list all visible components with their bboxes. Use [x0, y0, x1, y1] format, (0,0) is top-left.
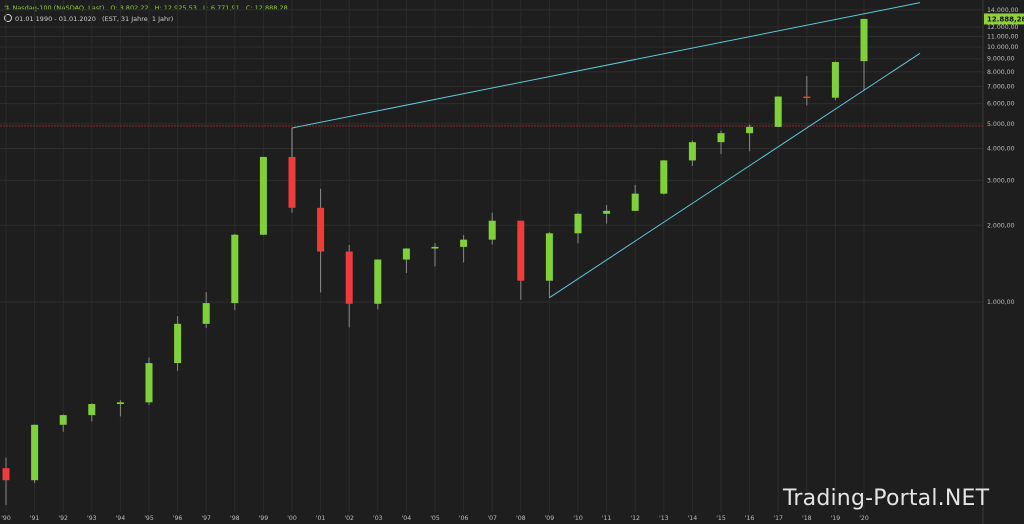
x-tick-label: '06 [459, 515, 469, 522]
y-tick-label: 6.000,00 [987, 101, 1015, 108]
candle-body [174, 323, 182, 364]
candle-body [631, 193, 639, 211]
watermark: Trading-Portal.NET [783, 486, 990, 511]
x-tick-label: '95 [144, 515, 154, 522]
x-tick-label: '94 [116, 515, 126, 522]
candle-body [460, 239, 468, 247]
x-tick-label: '04 [402, 515, 412, 522]
instrument-icon: ⇅ [4, 4, 10, 12]
candle-body [202, 303, 210, 324]
trendline [549, 52, 921, 299]
close-value: C: 12.888,28 [245, 4, 288, 12]
last-price-label: 12.888,28 [987, 15, 1024, 23]
candle-body [545, 233, 553, 281]
x-tick-label: '19 [831, 515, 841, 522]
trendline [291, 2, 921, 129]
x-tick-label: '16 [745, 515, 755, 522]
x-tick-label: '01 [316, 515, 326, 522]
chart-range: 01.01.1990 - 01.01.2020 (EST, 31 Jahre, … [4, 14, 173, 23]
y-tick-label: 7.000,00 [987, 84, 1015, 91]
x-tick-label: '98 [230, 515, 240, 522]
y-tick-label: 11.000,00 [987, 33, 1019, 40]
x-tick-label: '99 [259, 515, 269, 522]
range-meta: (EST, 31 Jahre, 1 Jahr) [102, 15, 174, 23]
date-range: 01.01.1990 - 01.01.2020 [15, 15, 96, 23]
instrument-name: Nasdaq-100 (NASDAQ, Last) [12, 4, 105, 12]
x-tick-label: '13 [659, 515, 669, 522]
chart-header: ⇅ Nasdaq-100 (NASDAQ, Last) O: 8.802,22 H… [4, 4, 288, 12]
x-tick-label: '14 [688, 515, 698, 522]
x-tick-label: '90 [1, 515, 11, 522]
y-tick-label: 12.000,00 [987, 24, 1019, 31]
candle-body [345, 251, 353, 304]
y-tick-label: 4.000,00 [987, 146, 1015, 153]
candle-body [231, 234, 239, 304]
x-tick-label: '00 [287, 515, 297, 522]
candle-body [431, 246, 439, 249]
candle-body [402, 248, 410, 260]
candle-body [860, 18, 868, 62]
candle-body [717, 133, 725, 143]
candle-body [317, 207, 325, 252]
candle-body [488, 220, 496, 240]
candle-body [774, 96, 782, 127]
high-value: H: 12.925,53 [154, 4, 197, 12]
y-tick-label: 1.000,00 [987, 299, 1015, 306]
y-tick-label: 3.000,00 [987, 177, 1015, 184]
x-tick-label: '91 [30, 515, 40, 522]
x-tick-label: '09 [545, 515, 555, 522]
candle-body [145, 363, 153, 403]
candle-body [517, 220, 525, 281]
x-tick-label: '15 [716, 515, 726, 522]
x-tick-label: '02 [344, 515, 354, 522]
candle-body [746, 126, 754, 134]
y-tick-label: 14.000,00 [987, 7, 1019, 14]
x-tick-label: '12 [630, 515, 640, 522]
candle-body [831, 62, 839, 98]
x-tick-label: '97 [201, 515, 211, 522]
y-tick-label: 2.000,00 [987, 222, 1015, 229]
x-tick-label: '05 [430, 515, 440, 522]
last-price-box [984, 13, 1024, 25]
candle-body [803, 96, 811, 99]
x-tick-label: '96 [173, 515, 183, 522]
x-tick-label: '07 [487, 515, 497, 522]
x-tick-label: '11 [602, 515, 612, 522]
y-tick-label: 8.000,00 [987, 69, 1015, 76]
x-tick-label: '20 [859, 515, 869, 522]
x-tick-label: '10 [573, 515, 583, 522]
x-tick-label: '92 [58, 515, 68, 522]
x-tick-label: '18 [802, 515, 812, 522]
candle-body [116, 402, 124, 405]
x-tick-label: '08 [516, 515, 526, 522]
candle-body [2, 468, 10, 481]
candle-body [288, 156, 296, 208]
candle-body [603, 210, 611, 214]
candle-body [259, 156, 267, 235]
x-tick-label: '17 [773, 515, 783, 522]
x-tick-label: '03 [373, 515, 383, 522]
candle-body [574, 213, 582, 234]
y-tick-label: 9.000,00 [987, 56, 1015, 63]
open-value: O: 8.802,22 [110, 4, 149, 12]
y-tick-label: 10.000,00 [987, 44, 1019, 51]
clock-icon [4, 14, 12, 22]
y-tick-label: 5.000,00 [987, 121, 1015, 128]
candle-body [88, 404, 96, 416]
candle-body [374, 259, 382, 304]
candle-body [660, 160, 668, 194]
candle-body [59, 415, 67, 425]
candle-body [31, 424, 39, 481]
x-tick-label: '93 [87, 515, 97, 522]
candle-body [688, 142, 696, 161]
low-value: L: 6.771,91 [202, 4, 240, 12]
